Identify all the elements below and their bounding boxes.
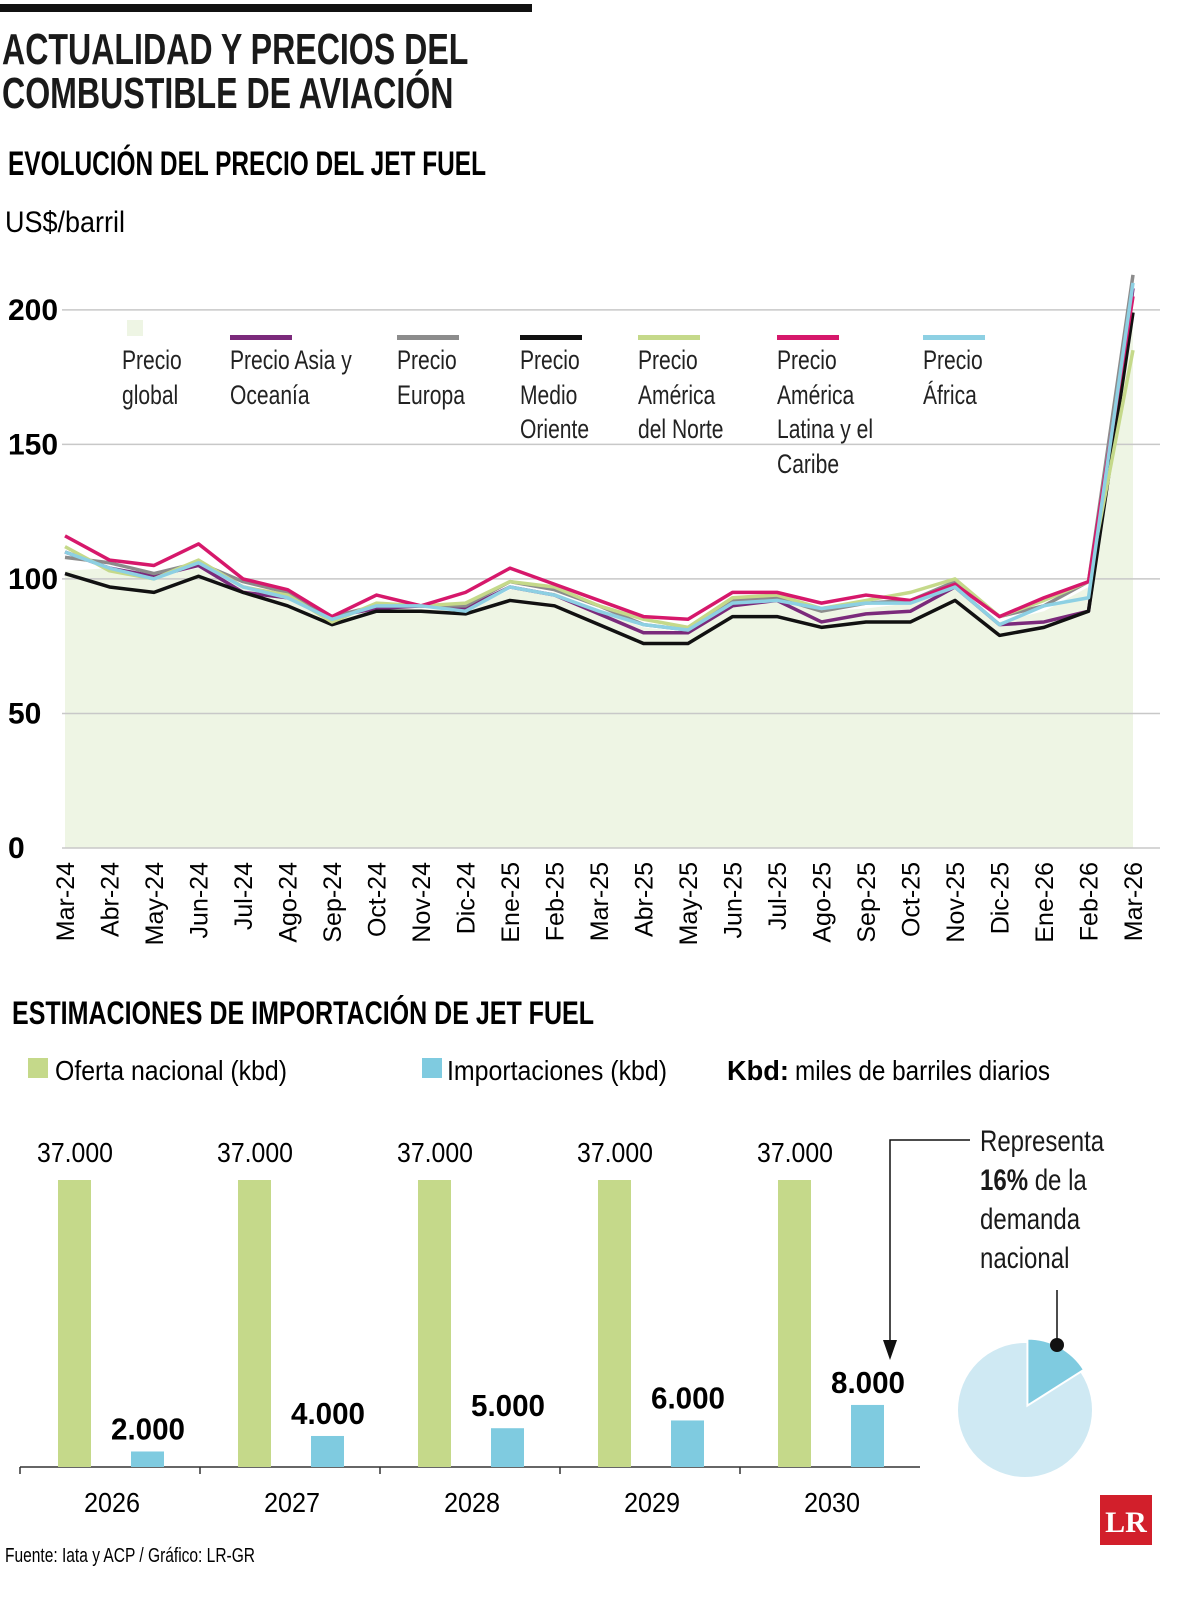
annotation-text: Representa [980, 1125, 1105, 1158]
bar [58, 1180, 91, 1467]
x-tick-label: Abr-24 [97, 862, 125, 937]
annotation-value: 16% [980, 1164, 1029, 1197]
x-tick-label: Jul-25 [764, 862, 792, 930]
x-tick-label: Feb-25 [542, 862, 570, 941]
legend-swatch [638, 335, 700, 340]
legend-label: Precio Europa [397, 345, 465, 410]
y-tick-label: 0 [8, 832, 25, 865]
x-tick-label: Sep-25 [853, 862, 881, 943]
x-tick-label: 2028 [444, 1487, 500, 1518]
x-tick-label: Sep-24 [319, 862, 347, 943]
legend-swatch [28, 1058, 48, 1078]
y-tick-label: 50 [8, 697, 41, 730]
note-text: miles de barriles diarios [795, 1055, 1050, 1086]
bar [131, 1451, 164, 1467]
source: Fuente: Iata y ACP / Gráfico: LR-GR [5, 1545, 255, 1567]
value-label: 37.000 [577, 1137, 653, 1168]
value-label: 5.000 [471, 1388, 545, 1423]
legend-swatch [520, 335, 582, 340]
y-tick-label: 200 [8, 294, 58, 327]
x-tick-label: Nov-25 [942, 862, 970, 943]
value-label: 37.000 [397, 1137, 473, 1168]
x-tick-label: Mar-26 [1120, 862, 1148, 941]
annotation-text: de la demanda nacional [980, 1164, 1087, 1275]
chart-title: EVOLUCIÓN DEL PRECIO DEL JET FUEL [8, 145, 486, 183]
x-tick-label: Feb-26 [1076, 862, 1104, 941]
series-line [64, 296, 1135, 622]
legend-label: Precio América del Norte [638, 345, 724, 444]
x-tick-label: Jul-24 [230, 862, 258, 930]
x-tick-label: May-25 [675, 862, 703, 945]
y-tick-label: 150 [8, 428, 58, 461]
x-tick-label: 2030 [804, 1487, 860, 1518]
note-term: Kbd: [727, 1055, 789, 1086]
x-tick-label: Abr-25 [631, 862, 659, 937]
x-tick-label: Oct-24 [364, 862, 392, 937]
chart-title: ESTIMACIONES DE IMPORTACIÓN DE JET FUEL [12, 995, 594, 1031]
value-label: 37.000 [217, 1137, 293, 1168]
legend-swatch [397, 335, 459, 340]
legend-label: Precio Asia y Oceanía [230, 345, 352, 410]
x-tick-label: Oct-25 [898, 862, 926, 937]
legend-label: Importaciones (kbd) [447, 1055, 667, 1086]
legend-label: Oferta nacional (kbd) [55, 1055, 287, 1086]
legend-label: Precio América Latina y el Caribe [777, 345, 874, 479]
x-tick-label: 2027 [264, 1487, 320, 1518]
logo-box [1100, 1495, 1152, 1545]
x-tick-label: May-24 [141, 862, 169, 945]
bar [418, 1180, 451, 1467]
x-tick-label: Ene-26 [1031, 862, 1059, 943]
main-title: ACTUALIDAD Y PRECIOS DEL COMBUSTIBLE DE … [2, 25, 468, 118]
x-tick-label: Jun-24 [186, 862, 214, 939]
bar [598, 1180, 631, 1467]
legend-swatch [422, 1058, 442, 1078]
x-tick-label: Dic-24 [453, 862, 481, 934]
legend-swatch [230, 335, 292, 340]
value-label: 37.000 [757, 1137, 833, 1168]
bar [311, 1435, 344, 1467]
y-axis-label: US$/barril [5, 206, 125, 239]
annotation: Representa 16% de la demanda nacional [980, 1122, 1112, 1278]
legend-label: Precio global [122, 345, 182, 410]
legend-label: Precio Medio Oriente [520, 345, 590, 444]
legend-swatch [127, 320, 143, 336]
bar [851, 1404, 884, 1467]
x-tick-label: 2026 [84, 1487, 140, 1518]
top-rule [0, 4, 532, 12]
bar [671, 1420, 704, 1467]
legend-swatch [777, 335, 839, 340]
series-line [64, 312, 1135, 646]
x-tick-label: Nov-24 [408, 862, 436, 943]
series-line [64, 282, 1135, 632]
value-label: 2.000 [111, 1411, 185, 1446]
value-label: 4.000 [291, 1396, 365, 1431]
x-tick-label: Ago-24 [275, 862, 303, 943]
x-tick-label: Jun-25 [720, 862, 748, 938]
x-tick-label: Dic-25 [987, 862, 1015, 934]
bar [778, 1180, 811, 1467]
arrow-head [883, 1340, 897, 1360]
value-label: 8.000 [831, 1365, 905, 1400]
x-tick-label: Mar-24 [52, 862, 80, 941]
bar [238, 1180, 271, 1467]
value-label: 6.000 [651, 1380, 725, 1415]
x-tick-label: Ago-25 [809, 862, 837, 943]
arrow [889, 1139, 970, 1345]
legend-label: Precio África [923, 345, 983, 410]
bar [491, 1428, 524, 1467]
x-tick-label: Ene-25 [497, 862, 525, 943]
x-tick-label: Mar-25 [586, 862, 614, 941]
y-tick-label: 100 [8, 563, 58, 596]
x-tick-label: 2029 [624, 1487, 680, 1518]
pointer-dot [1050, 1338, 1064, 1352]
value-label: 37.000 [37, 1137, 113, 1168]
logo: LR [1105, 1506, 1147, 1539]
legend-swatch [923, 335, 985, 340]
